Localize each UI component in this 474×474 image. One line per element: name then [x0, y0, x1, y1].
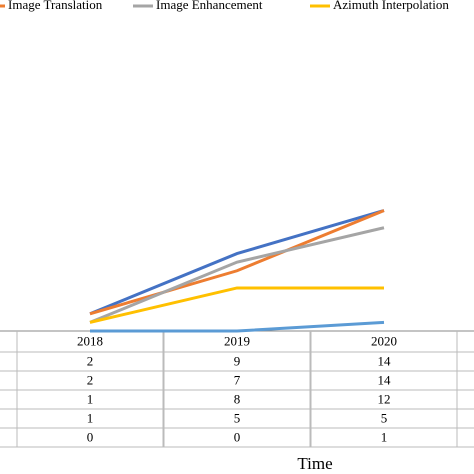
table-header: 2019 [224, 333, 250, 348]
table-cell: 14 [378, 372, 392, 387]
table-cell: 9 [234, 353, 241, 368]
table-cell: 1 [87, 391, 94, 406]
table-cell: 0 [87, 429, 94, 444]
table-header: 2020 [371, 333, 397, 348]
table-cell: 8 [234, 391, 241, 406]
table-cell: 2 [87, 372, 94, 387]
legend-label: Azimuth Interpolation [333, 0, 449, 12]
table-cell: 2 [87, 353, 94, 368]
legend-label: Image Translation [8, 0, 103, 12]
table-cell: 14 [378, 353, 392, 368]
table-cell: 1 [381, 429, 388, 444]
table-cell: 1 [87, 410, 94, 425]
series-line [89, 209, 385, 316]
legend-label: Image Enhancement [156, 0, 263, 12]
x-axis-label: Time [297, 454, 332, 473]
table-cell: 7 [234, 372, 241, 387]
table-cell: 5 [381, 410, 388, 425]
series-line [90, 320, 385, 333]
table-header: 2018 [77, 333, 103, 348]
table-cell: 12 [378, 391, 391, 406]
series-line [89, 226, 385, 324]
table-cell: 0 [234, 429, 241, 444]
table-cell: 5 [234, 410, 241, 425]
series-line [89, 286, 384, 324]
series-line [89, 209, 385, 316]
